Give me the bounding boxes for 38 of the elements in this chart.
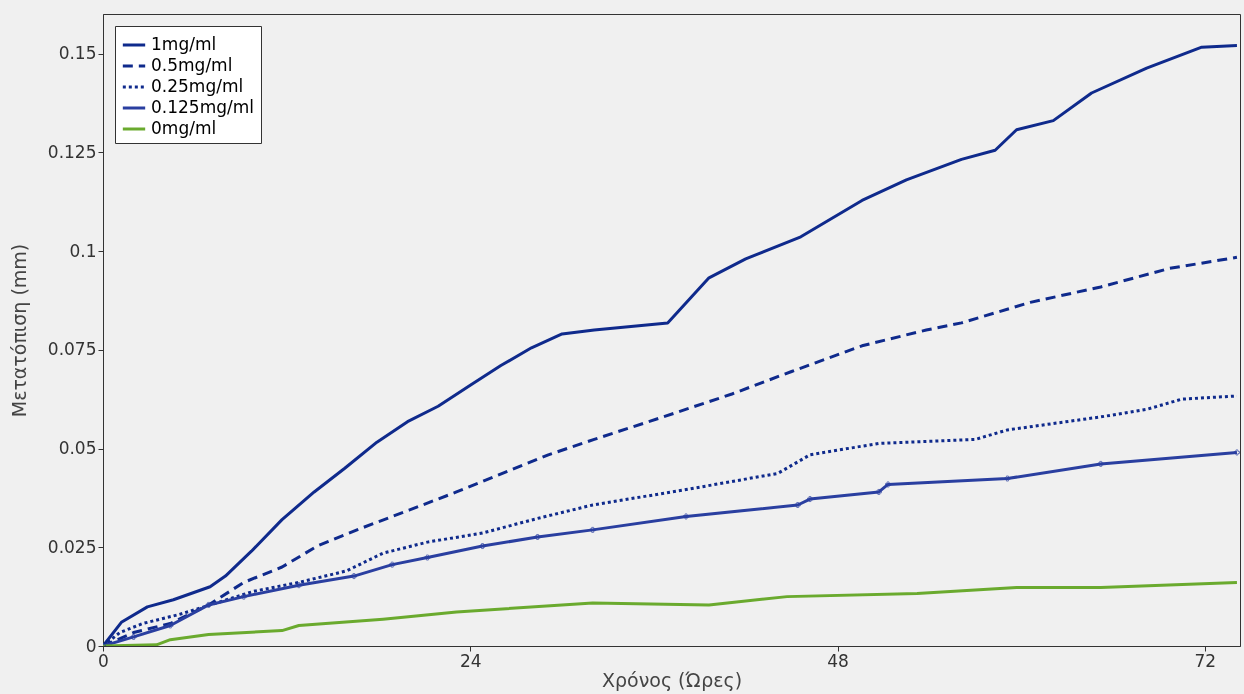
point xyxy=(130,633,137,640)
y-tick-label: 0.05 xyxy=(58,438,97,458)
y-tick-label: 0.1 xyxy=(69,240,97,261)
point xyxy=(806,496,813,503)
y-tick-label: 0.15 xyxy=(58,43,97,63)
y-tick-label: 0.075 xyxy=(47,339,97,360)
point xyxy=(424,554,431,561)
legend-label: 0.25mg/ml xyxy=(151,76,244,96)
point xyxy=(1233,449,1240,456)
point xyxy=(389,561,396,568)
y-tick-label: 0.125 xyxy=(47,141,97,162)
legend-label: 0.125mg/ml xyxy=(151,97,255,117)
y-axis-title: Μετατόπιση (mm) xyxy=(7,243,30,418)
y-tick-label: 0.025 xyxy=(47,536,97,557)
point xyxy=(1004,475,1011,482)
point xyxy=(534,533,541,540)
point xyxy=(683,513,690,520)
y-tick-label: 0 xyxy=(85,635,97,656)
point xyxy=(350,573,357,580)
point xyxy=(589,526,596,533)
point xyxy=(479,543,486,550)
point xyxy=(205,601,212,608)
x-tick-label: 24 xyxy=(459,650,482,671)
legend-label: 0.5mg/ml xyxy=(151,55,233,75)
point xyxy=(875,488,882,495)
point xyxy=(1097,460,1104,467)
x-tick-label: 48 xyxy=(827,650,849,671)
point xyxy=(794,501,801,508)
x-axis-title: Χρόνος (Ώρες) xyxy=(601,668,743,691)
line-series xyxy=(103,580,1239,646)
point xyxy=(167,622,174,629)
legend-label: 0mg/ml xyxy=(151,118,217,138)
line-series xyxy=(103,449,1240,646)
point xyxy=(885,481,892,488)
legend-label: 1mg/ml xyxy=(151,34,217,54)
point xyxy=(240,593,247,600)
point xyxy=(295,582,302,589)
x-tick-label: 72 xyxy=(1194,650,1217,671)
